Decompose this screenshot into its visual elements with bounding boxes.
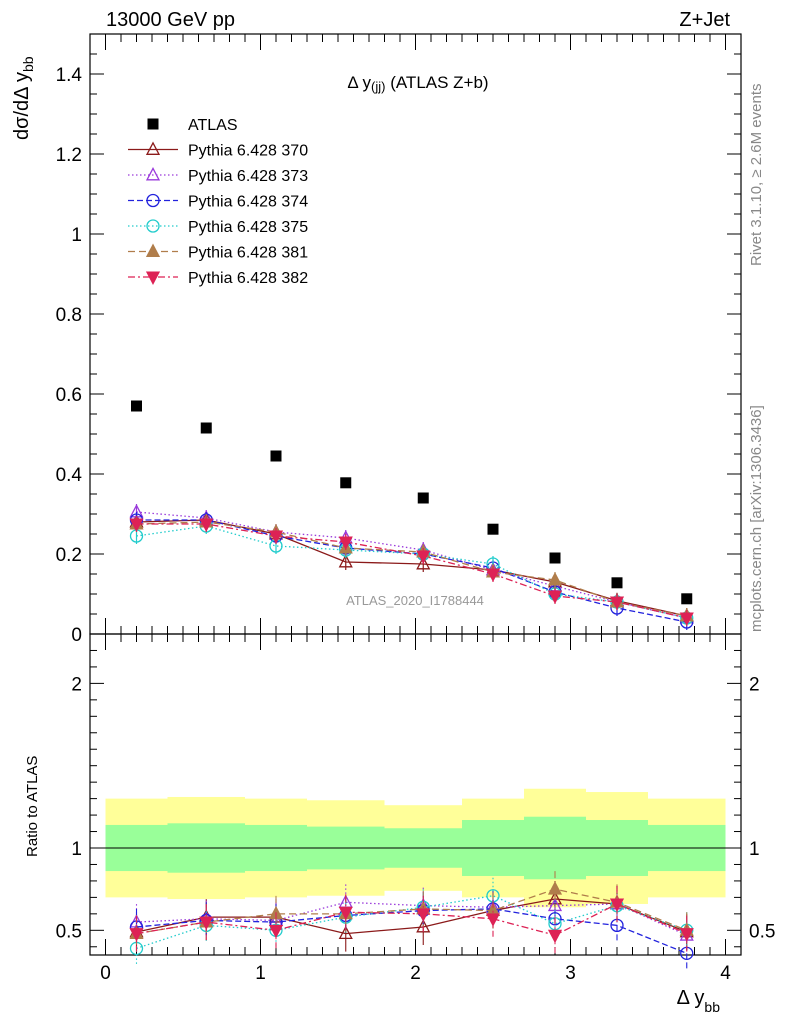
x-tick-label: 4 <box>720 963 731 984</box>
data-point <box>417 492 429 504</box>
legend-label: Pythia 6.428 381 <box>188 245 308 262</box>
series-point-main <box>609 596 625 610</box>
series-point-ratio <box>416 908 431 922</box>
legend-marker <box>145 243 161 257</box>
legend-marker <box>145 167 161 181</box>
x-tick-label: 1 <box>255 963 266 984</box>
ratio-tick-label-right: 1 <box>749 839 760 860</box>
series-point-ratio <box>679 928 694 942</box>
ratio-tick-label-right: 2 <box>749 674 760 695</box>
series-point-main <box>547 572 563 586</box>
legend-marker <box>145 271 161 285</box>
series-point-main <box>547 590 563 604</box>
ratio-y-axis-label: Ratio to ATLAS <box>24 756 41 857</box>
legend-label: Pythia 6.428 382 <box>188 270 308 287</box>
legend-marker <box>146 193 160 208</box>
series-line-ratio <box>136 898 687 935</box>
series-point-ratio <box>548 912 562 926</box>
series-point-ratio <box>338 925 353 940</box>
x-tick-label: 2 <box>410 963 421 984</box>
legend-marker <box>146 219 160 233</box>
series-point-main <box>338 554 353 568</box>
data-point <box>487 523 499 535</box>
series-point-main <box>485 568 501 582</box>
data-point <box>549 552 561 564</box>
y-tick-label: 0.8 <box>56 305 82 326</box>
y-axis-label: dσ/dΔ ybb <box>11 56 36 140</box>
series-point-ratio <box>547 881 563 895</box>
legend-label: Pythia 6.428 370 <box>188 143 308 160</box>
series-line-main <box>136 511 687 619</box>
series-point-ratio <box>609 898 625 912</box>
data-point <box>270 450 282 462</box>
y-tick-label: 0.4 <box>56 465 83 486</box>
data-point <box>340 477 352 489</box>
series-point-main <box>129 518 144 532</box>
series-point-main <box>268 530 284 544</box>
data-point <box>131 400 142 412</box>
series-point-main <box>199 518 214 532</box>
ratio-tick-label-left: 0.5 <box>56 921 82 942</box>
x-tick-label: 3 <box>565 963 576 984</box>
series-point-main <box>416 556 431 570</box>
y-tick-label: 1.4 <box>56 65 83 86</box>
legend-label-data: ATLAS <box>188 117 238 134</box>
y-tick-label: 1 <box>71 225 82 246</box>
ratio-tick-label-left: 1 <box>71 839 82 860</box>
y-tick-label: 1.2 <box>56 145 82 166</box>
ratio-tick-label-left: 2 <box>71 674 82 695</box>
series-point-main <box>338 536 353 550</box>
plot-title: Δ y(jj) (ATLAS Z+b) <box>347 73 488 94</box>
legend-label: Pythia 6.428 373 <box>188 168 308 185</box>
legend-label: Pythia 6.428 375 <box>188 219 308 236</box>
data-point <box>611 577 623 589</box>
plot-layers: 0 0.2 0.4 0.6 0.8 1 1.2 1.4 0 1 2 3 4 0.5 0.5 1 1 2 2 ATLAS… <box>56 33 775 984</box>
header-left: 13000 GeV pp <box>106 9 235 31</box>
y-tick-label: 0.2 <box>56 545 82 566</box>
series-point-ratio <box>338 906 353 921</box>
header-right: Z+Jet <box>679 9 730 31</box>
y-tick-label: 0.6 <box>56 385 82 406</box>
legend-marker <box>145 141 161 155</box>
series-point-ratio <box>129 928 144 942</box>
series-point-ratio <box>268 924 284 939</box>
legend-marker-data <box>147 118 159 130</box>
series-point-main <box>679 612 694 626</box>
series-point-ratio <box>199 916 214 931</box>
series-line-ratio <box>136 908 687 954</box>
x-tick-label: 0 <box>100 963 111 984</box>
series-line-ratio <box>136 901 688 936</box>
y-tick-label: 0 <box>71 625 82 646</box>
ratio-tick-label-right: 0.5 <box>749 921 775 942</box>
analysis-watermark: ATLAS_2020_I1788444 <box>346 593 484 608</box>
series-point-ratio <box>547 929 563 944</box>
x-axis-label: Δ ybb <box>677 987 721 1015</box>
side-mcplots: mcplots.cern.ch [arXiv:1306.3436] <box>748 405 765 632</box>
data-point <box>200 422 212 434</box>
series-point-main <box>416 550 431 564</box>
series-point-ratio <box>485 913 501 927</box>
data-point <box>681 593 693 605</box>
side-rivet: Rivet 3.1.10, ≥ 2.6M events <box>748 84 765 267</box>
legend-label: Pythia 6.428 374 <box>188 194 308 211</box>
